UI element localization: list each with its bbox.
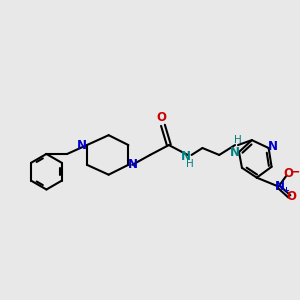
Text: N: N <box>128 158 138 171</box>
Text: N: N <box>77 139 87 152</box>
Text: +: + <box>282 186 289 195</box>
Text: N: N <box>268 140 278 152</box>
Text: −: − <box>290 165 300 178</box>
Text: N: N <box>181 150 191 164</box>
Text: N: N <box>230 146 240 160</box>
Text: N: N <box>274 180 284 193</box>
Text: O: O <box>156 111 166 124</box>
Text: H: H <box>186 159 194 169</box>
Text: H: H <box>234 135 242 145</box>
Text: O: O <box>284 167 293 180</box>
Text: O: O <box>286 190 296 203</box>
